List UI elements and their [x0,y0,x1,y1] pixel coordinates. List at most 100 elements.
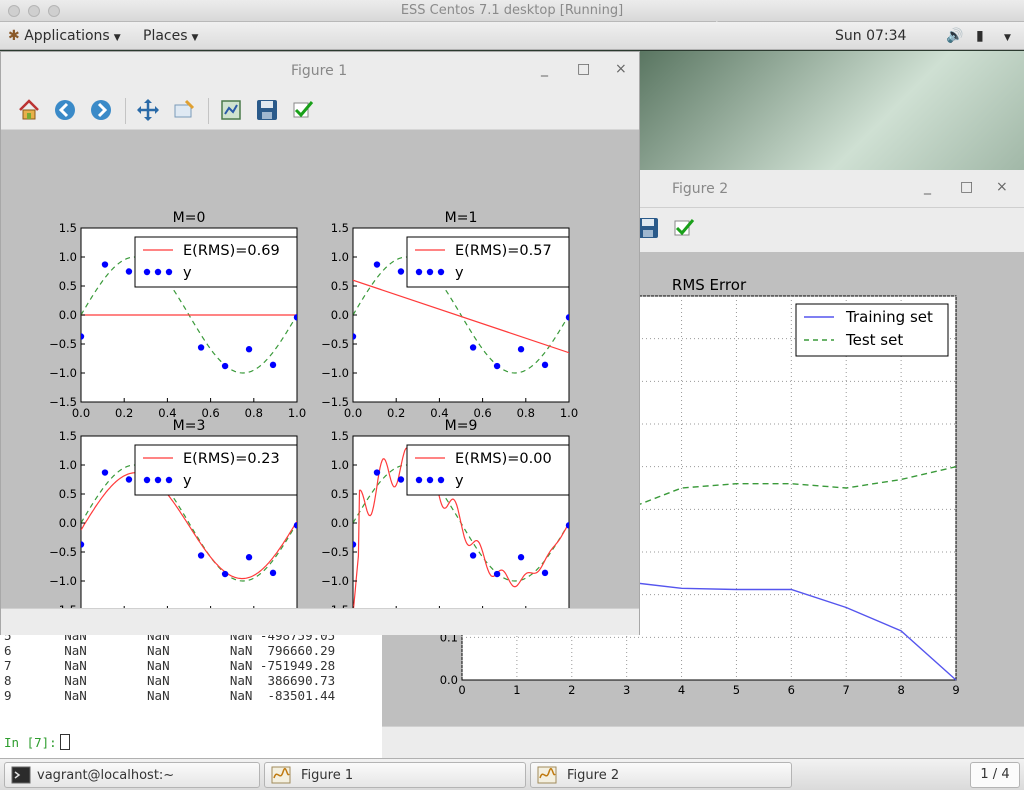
terminal-icon [11,766,31,784]
legend-marker [143,268,151,276]
subplots-icon[interactable] [219,98,243,122]
y-tick-label: 0.0 [59,516,77,530]
y-tick-label: 0.0 [59,308,77,322]
x-tick-label: 6 [788,683,795,697]
x-tick-label: 0.4 [158,406,176,420]
terminal-row: 6 NaN NaN NaN 796660.29 [4,643,336,658]
zoom-icon[interactable] [172,98,196,122]
figure2-title: Figure 2 [672,181,729,197]
true-curve [81,464,297,582]
x-tick-label: 0.2 [115,406,133,420]
edit-icon[interactable] [672,216,696,240]
system-menu-arrow[interactable]: ▼ [1000,28,1011,44]
places-menu[interactable]: Places ▼ [143,28,199,44]
true-curve [353,256,569,374]
x-tick-label: 0 [458,683,465,697]
bottom-taskbar: vagrant@localhost:~ Figure 1 Figure 2 1 … [0,758,1024,790]
x-tick-label: 0.2 [387,406,405,420]
y-tick-label: 1.0 [331,250,349,264]
legend-marker [165,476,173,484]
maximize-button[interactable]: □ [960,179,974,195]
minimize-button[interactable]: _ [924,179,931,195]
y-tick-label: 0.5 [59,487,77,501]
data-point [125,476,133,483]
close-button[interactable]: × [615,61,627,77]
taskbar-figure2[interactable]: Figure 2 [530,762,792,788]
figure-icon [271,766,291,784]
legend-y: y [183,473,192,489]
gnome-top-panel: ✱ Applications ▼ Places ▼ Sun 07:34 🔊 ▮ ▼ [0,22,1024,50]
terminal-prompt-line[interactable]: In [7]: [4,734,70,750]
y-tick-label: −1.0 [49,574,77,588]
host-close-button[interactable] [8,5,20,17]
ipython-prompt: In [7]: [4,735,57,750]
back-icon[interactable] [53,98,77,122]
home-icon[interactable] [17,98,41,122]
y-tick-label: −1.5 [321,603,349,608]
data-point [81,541,85,548]
host-minimize-button[interactable] [28,5,40,17]
y-tick-label: −1.5 [321,395,349,409]
legend-marker [143,476,151,484]
legend-marker [437,268,445,276]
y-tick-label: 0.0 [440,673,458,687]
figure1-statusbar [1,608,639,635]
legend-rms: E(RMS)=0.69 [183,243,280,259]
data-point [197,552,205,559]
maximize-button[interactable]: □ [577,61,591,77]
x-tick-label: 0.6 [201,406,219,420]
toolbar-separator [208,98,209,124]
x-tick-label: 1 [513,683,520,697]
text-cursor [59,734,70,750]
legend-rms: E(RMS)=0.57 [455,243,552,259]
minimize-button[interactable]: _ [541,61,548,77]
y-tick-label: −1.5 [49,603,77,608]
terminal-output[interactable]: 5 NaN NaN NaN -498759.05 6 NaN NaN NaN 7… [0,628,382,758]
data-point [493,362,501,370]
subplot-title: M=1 [445,210,478,226]
subplot: 1.51.00.50.0−0.5−1.0−1.50.00.20.40.60.81… [321,418,570,608]
data-point [565,314,569,321]
terminal-row: 9 NaN NaN NaN -83501.44 [4,688,336,703]
data-point [81,333,85,340]
data-point [517,346,525,353]
legend-y: y [455,265,464,281]
taskbar-figure1[interactable]: Figure 1 [264,762,526,788]
figure1-window[interactable]: Figure 1 _ □ × 1.5 1.0 0.5 0.0 −0.5 −1.0 −1.5 0… [0,51,640,635]
close-button[interactable]: × [996,179,1008,195]
save-icon[interactable] [255,98,279,122]
legend-rms: E(RMS)=0.23 [183,451,280,467]
legend-marker [154,268,162,276]
figure1-title: Figure 1 [291,63,348,79]
taskbar-terminal[interactable]: vagrant@localhost:~ [4,762,260,788]
x-tick-label: 7 [843,683,850,697]
edit-icon[interactable] [291,98,315,122]
forward-icon[interactable] [89,98,113,122]
y-tick-label: 1.5 [331,429,349,443]
workspace-pager[interactable]: 1 / 4 [970,762,1020,788]
y-tick-label: −0.5 [321,337,349,351]
y-tick-label: 1.5 [59,221,77,235]
data-point [469,344,477,351]
subplot-title: M=0 [173,210,206,226]
chevron-down-icon: ▼ [191,33,199,43]
figure1-titlebar[interactable]: Figure 1 _ □ × [1,52,639,90]
legend-marker [154,476,162,484]
data-point [565,522,569,529]
battery-icon[interactable]: ▮ [976,28,984,44]
legend-marker [415,476,423,484]
polynomial-fit-figure[interactable]: 1.51.00.50.0−0.5−1.0−1.50.0 0.2 0.4 0.6 0.8 1… [1,130,639,608]
data-point [541,361,549,369]
data-point [353,541,357,548]
host-zoom-button[interactable] [48,5,60,17]
applications-menu[interactable]: ✱ Applications ▼ [8,28,121,44]
save-icon[interactable] [636,216,660,240]
pan-icon[interactable] [136,98,160,122]
y-tick-label: −0.5 [321,545,349,559]
y-tick-label: 0.5 [331,487,349,501]
data-point [517,554,525,561]
clock[interactable]: Sun 07:34 [835,28,907,44]
volume-icon[interactable]: 🔊 [946,28,964,44]
legend-test: Test set [845,331,903,349]
